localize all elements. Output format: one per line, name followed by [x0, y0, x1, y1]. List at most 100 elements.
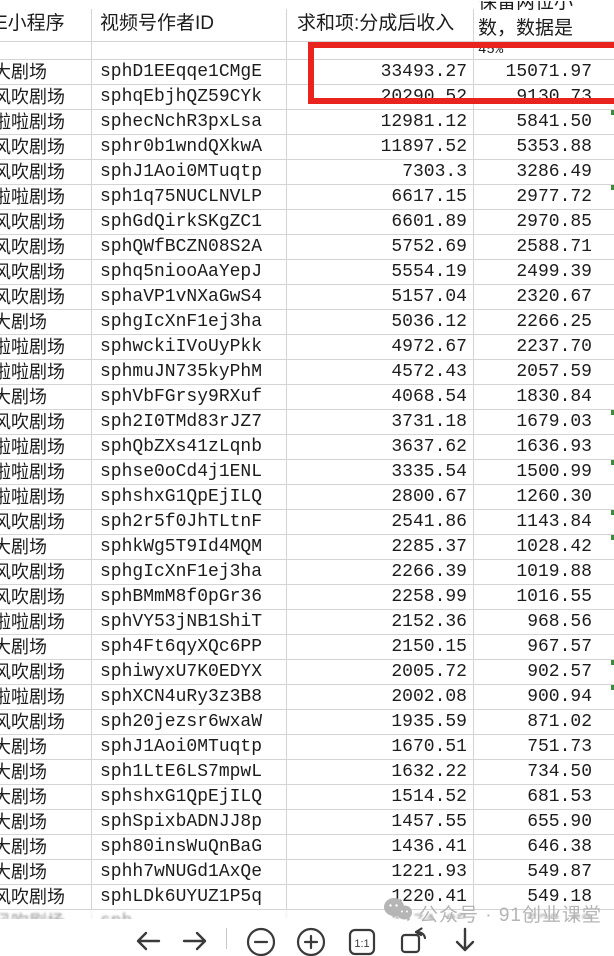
author-id-cell[interactable]: sphSpixbADNJJ8p [92, 810, 287, 834]
income-cell[interactable]: 2266.39 [287, 560, 474, 584]
author-id-cell[interactable]: sphQWfBCZN08S2A [92, 235, 287, 259]
share-cell[interactable]: 1636.93 [516, 437, 592, 457]
share-cell[interactable]: 5841.50 [474, 110, 614, 134]
income-cell[interactable]: 2541.86 [287, 510, 474, 534]
miniapp-cell[interactable]: 风吹剧场 [0, 235, 92, 259]
author-id-cell[interactable]: sphVY53jNB1ShiT [92, 610, 287, 634]
share-cell[interactable]: 15071.97 [505, 62, 592, 82]
author-id-cell[interactable]: sph20jezsr6wxaW [92, 710, 287, 734]
income-cell[interactable]: 2800.67 [287, 485, 474, 509]
miniapp-cell[interactable]: 风吹剧场 [0, 135, 92, 159]
income-cell[interactable]: 2258.99 [287, 585, 474, 609]
share-cell[interactable]: 2499.39 [516, 262, 592, 282]
share-cell[interactable]: 2057.59 [516, 362, 592, 382]
income-cell[interactable]: 5036.12 [287, 310, 474, 334]
miniapp-cell[interactable]: 大剧场 [0, 385, 92, 409]
author-id-cell[interactable]: sphXCN4uRy3z3B8 [92, 685, 287, 709]
rotate-icon[interactable] [398, 926, 428, 956]
share-cell[interactable]: 871.02 [527, 712, 592, 732]
author-id-cell[interactable]: sphqEbjhQZ59CYk [92, 85, 287, 109]
share-cell[interactable]: 2237.70 [516, 337, 592, 357]
author-id-cell[interactable]: sphQbZXs41zLqnb [92, 435, 287, 459]
share-cell[interactable]: 751.73 [527, 737, 592, 757]
income-cell[interactable]: 2152.36 [287, 610, 474, 634]
share-cell[interactable]: 968.56 [527, 612, 592, 632]
miniapp-cell[interactable]: 风吹剧场 [0, 510, 92, 534]
miniapp-cell[interactable]: 大剧场 [0, 835, 92, 859]
income-cell[interactable]: 12981.12 [287, 110, 474, 134]
author-id-cell[interactable]: sph4Ft6qyXQc6PP [92, 635, 287, 659]
download-arrow-icon[interactable] [450, 926, 480, 956]
author-id-cell[interactable]: sphJ1Aoi0MTuqtp [92, 735, 287, 759]
income-cell[interactable]: 3731.18 [287, 410, 474, 434]
income-cell[interactable]: 11897.52 [287, 135, 474, 159]
income-cell[interactable]: 6601.89 [287, 210, 474, 234]
income-cell[interactable]: 1221.93 [287, 860, 474, 884]
author-id-cell[interactable]: sph2r5f0JhTLtnF [92, 510, 287, 534]
income-cell[interactable]: 7303.3 [287, 160, 474, 184]
author-id-cell[interactable]: sph1q75NUCLNVLP [92, 185, 287, 209]
miniapp-cell[interactable]: 大剧场 [0, 785, 92, 809]
share-cell[interactable]: 734.50 [527, 762, 592, 782]
author-id-cell[interactable]: sphshxG1QpEjILQ [92, 485, 287, 509]
miniapp-cell[interactable]: 大剧场 [0, 735, 92, 759]
share-cell[interactable]: 1028.42 [474, 535, 614, 559]
share-cell[interactable]: 1500.99 [474, 460, 614, 484]
share-cell[interactable]: 2977.72 [474, 185, 614, 209]
author-id-cell[interactable]: sphh7wNUGd1AxQe [92, 860, 287, 884]
author-id-cell[interactable]: sph80insWuQnBaG [92, 835, 287, 859]
share-cell[interactable]: 549.87 [527, 862, 592, 882]
income-cell[interactable]: 1457.55 [287, 810, 474, 834]
miniapp-cell[interactable]: 风吹剧场 [0, 710, 92, 734]
share-cell[interactable]: 1143.84 [474, 510, 614, 534]
author-id-cell[interactable]: sph1LtE6LS7mpwL [92, 760, 287, 784]
miniapp-cell[interactable]: 啦啦剧场 [0, 360, 92, 384]
miniapp-cell[interactable]: 啦啦剧场 [0, 460, 92, 484]
miniapp-cell[interactable]: 大剧场 [0, 760, 92, 784]
miniapp-cell[interactable]: 风吹剧场 [0, 410, 92, 434]
author-id-cell[interactable]: sphiwyxU7K0EDYX [92, 660, 287, 684]
miniapp-cell[interactable]: 啦啦剧场 [0, 185, 92, 209]
share-cell[interactable]: 1830.84 [516, 387, 592, 407]
income-cell[interactable]: 2150.15 [287, 635, 474, 659]
miniapp-cell[interactable]: 大剧场 [0, 810, 92, 834]
miniapp-cell[interactable]: 风吹剧场 [0, 660, 92, 684]
share-cell[interactable]: 549.18 [527, 887, 592, 907]
miniapp-cell[interactable]: 风吹剧场 [0, 210, 92, 234]
share-cell[interactable]: 902.57 [474, 660, 614, 684]
author-id-cell[interactable]: sphaVP1vNXaGwS4 [92, 285, 287, 309]
share-cell[interactable]: 1016.55 [516, 587, 592, 607]
share-cell[interactable]: 3286.49 [516, 162, 592, 182]
zoom-in-icon[interactable] [296, 926, 326, 956]
share-cell[interactable]: 9130.73 [516, 87, 592, 107]
share-cell[interactable]: 681.53 [527, 787, 592, 807]
income-cell[interactable]: 5157.04 [287, 285, 474, 309]
author-id-cell[interactable]: sphq5niooAaYepJ [92, 260, 287, 284]
income-cell[interactable]: 6617.15 [287, 185, 474, 209]
share-cell[interactable]: 5353.88 [516, 137, 592, 157]
header-author-id[interactable]: 视频号作者ID [92, 9, 287, 41]
miniapp-cell[interactable]: 风吹剧场 [0, 285, 92, 309]
income-cell[interactable]: 2005.72 [287, 660, 474, 684]
share-cell[interactable]: 967.57 [527, 637, 592, 657]
share-cell[interactable]: 1679.03 [474, 410, 614, 434]
author-id-cell[interactable]: sphLDk6UYUZ1P5q [92, 885, 287, 909]
income-cell[interactable]: 2002.08 [287, 685, 474, 709]
share-cell[interactable]: 655.90 [527, 812, 592, 832]
share-cell[interactable]: 1019.88 [516, 562, 592, 582]
author-id-cell[interactable]: sphD1EEqqe1CMgE [92, 60, 287, 84]
miniapp-cell[interactable]: 大剧场 [0, 60, 92, 84]
author-id-cell[interactable]: sphr0b1wndQXkwA [92, 135, 287, 159]
miniapp-cell[interactable]: 风吹剧场 [0, 885, 92, 909]
income-cell[interactable]: 1632.22 [287, 760, 474, 784]
income-cell[interactable]: 20290.52 [287, 85, 474, 109]
share-cell[interactable]: 2266.25 [516, 312, 592, 332]
author-id-cell[interactable]: sphse0oCd4j1ENL [92, 460, 287, 484]
forward-arrow-icon[interactable] [180, 926, 210, 956]
income-cell[interactable]: 5554.19 [287, 260, 474, 284]
income-cell[interactable]: 5752.69 [287, 235, 474, 259]
income-cell[interactable]: 4972.67 [287, 335, 474, 359]
header-miniapp[interactable]: E小程序 [0, 9, 92, 41]
miniapp-cell[interactable]: 大剧场 [0, 635, 92, 659]
miniapp-cell[interactable]: 啦啦剧场 [0, 610, 92, 634]
